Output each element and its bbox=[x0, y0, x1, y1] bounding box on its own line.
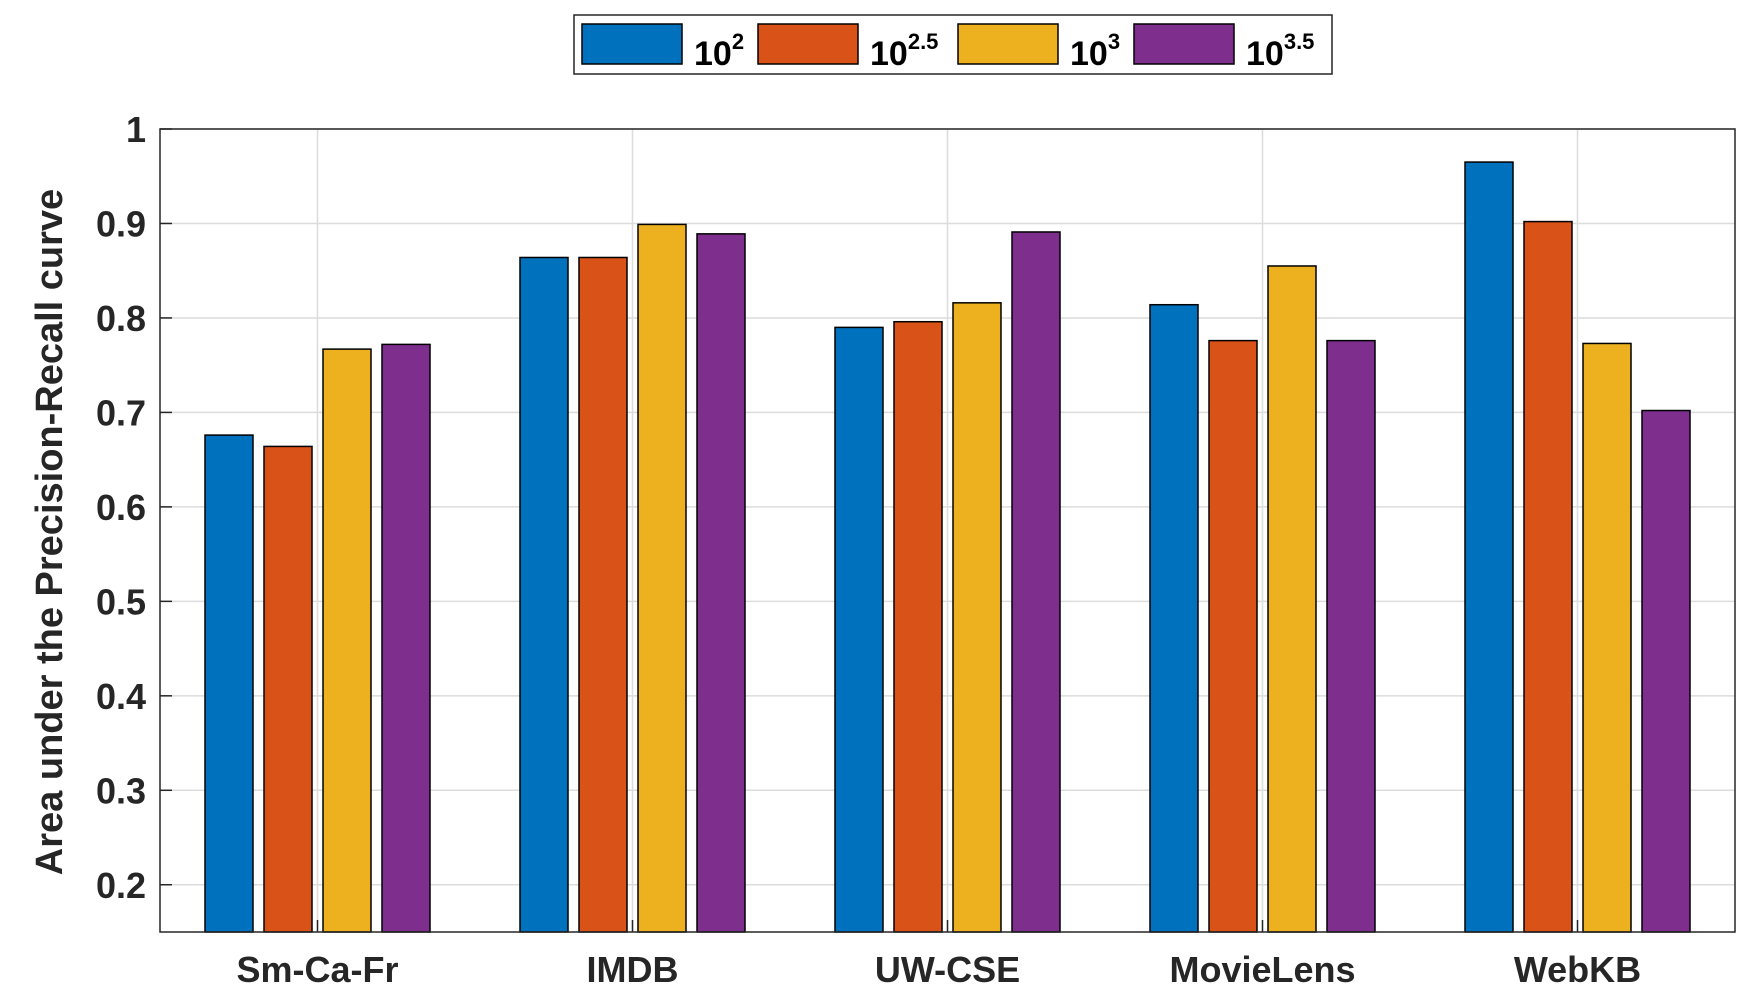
legend-label-base: 10 bbox=[694, 35, 732, 73]
bar-uw-cse-series-2 bbox=[893, 320, 943, 933]
y-tick-label: 0.8 bbox=[96, 298, 146, 339]
bar-sm-ca-fr-series-1 bbox=[204, 434, 254, 933]
bar-webkb-series-2 bbox=[1523, 220, 1573, 933]
y-tick-label: 0.2 bbox=[96, 865, 146, 906]
bar-imdb-series-3 bbox=[637, 223, 687, 933]
y-tick-label: 0.4 bbox=[96, 676, 146, 717]
y-tick-label: 1 bbox=[126, 109, 146, 150]
bar-imdb-series-2 bbox=[578, 256, 628, 933]
bar-uw-cse-series-3 bbox=[952, 302, 1002, 933]
legend-label-base: 10 bbox=[1070, 35, 1108, 73]
bar-movielens-series-4 bbox=[1326, 339, 1376, 933]
legend-label: 103 bbox=[1070, 29, 1120, 73]
bar-uw-cse-series-1 bbox=[834, 326, 884, 933]
legend-label-exponent: 3 bbox=[1108, 29, 1120, 54]
legend-swatch bbox=[581, 23, 683, 65]
bar-uw-cse-series-4 bbox=[1011, 231, 1061, 933]
bar-movielens-series-1 bbox=[1149, 303, 1199, 933]
bar-webkb-series-4 bbox=[1641, 409, 1691, 933]
bar-imdb-series-4 bbox=[696, 233, 746, 933]
x-tick-label: MovieLens bbox=[1169, 949, 1355, 990]
legend-label: 102 bbox=[694, 29, 744, 73]
y-tick-label: 0.7 bbox=[96, 392, 146, 433]
bar-sm-ca-fr-series-4 bbox=[381, 343, 431, 933]
bars bbox=[204, 161, 1691, 933]
x-tick-label: Sm-Ca-Fr bbox=[236, 949, 398, 990]
y-tick-label: 0.5 bbox=[96, 581, 146, 622]
y-tick-label: 0.6 bbox=[96, 487, 146, 528]
legend-label-exponent: 2.5 bbox=[908, 29, 939, 54]
y-tick-label: 0.9 bbox=[96, 203, 146, 244]
x-tick-label: IMDB bbox=[587, 949, 679, 990]
y-axis-ticks: 0.2 0.3 0.4 0.5 0.6 0.7 0.8 0.9 1 bbox=[96, 109, 172, 906]
legend-label-base: 10 bbox=[1246, 35, 1284, 73]
legend-swatch bbox=[757, 23, 859, 65]
legend: 102 102.5 103 103.5 bbox=[573, 14, 1333, 75]
bar-imdb-series-1 bbox=[519, 256, 569, 933]
legend-label: 103.5 bbox=[1246, 29, 1314, 73]
legend-swatch bbox=[1133, 23, 1235, 65]
x-axis-ticks: Sm-Ca-Fr IMDB UW-CSE MovieLens WebKB bbox=[236, 920, 1641, 990]
legend-label-exponent: 2 bbox=[732, 29, 744, 54]
x-tick-label: WebKB bbox=[1514, 949, 1641, 990]
bar-sm-ca-fr-series-2 bbox=[263, 445, 313, 933]
bar-movielens-series-3 bbox=[1267, 265, 1317, 933]
y-tick-label: 0.3 bbox=[96, 770, 146, 811]
bar-sm-ca-fr-series-3 bbox=[322, 348, 372, 933]
legend-swatch bbox=[957, 23, 1059, 65]
bar-webkb-series-1 bbox=[1464, 161, 1514, 933]
legend-label: 102.5 bbox=[870, 29, 938, 73]
x-tick-label: UW-CSE bbox=[875, 949, 1020, 990]
y-axis-label: Area under the Precision-Recall curve bbox=[29, 189, 71, 875]
bar-webkb-series-3 bbox=[1582, 342, 1632, 933]
bar-movielens-series-2 bbox=[1208, 339, 1258, 933]
legend-label-base: 10 bbox=[870, 35, 908, 73]
legend-label-exponent: 3.5 bbox=[1284, 29, 1315, 54]
